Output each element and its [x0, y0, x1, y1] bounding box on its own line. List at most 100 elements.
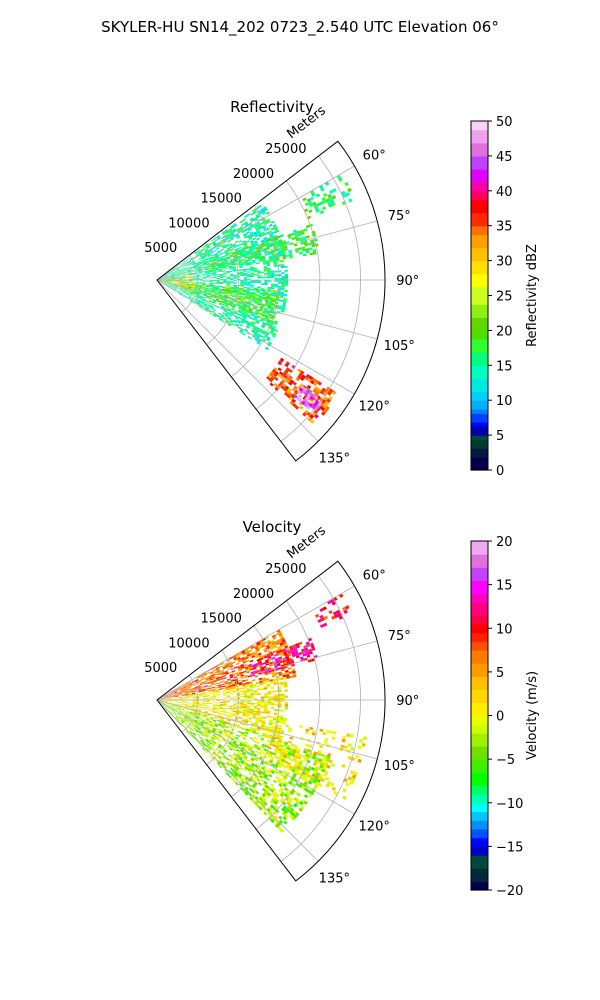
radar-gate: [178, 276, 183, 278]
radar-gate: [188, 682, 193, 685]
radar-gate: [318, 397, 324, 402]
radar-gate: [246, 763, 251, 768]
radar-gate: [265, 777, 270, 782]
radar-gate: [211, 742, 215, 746]
radar-gate: [265, 218, 270, 222]
radar-gate: [267, 816, 273, 821]
radar-gate: [272, 332, 277, 336]
radar-gate: [274, 748, 279, 753]
radar-gate: [325, 198, 330, 203]
radar-gate: [292, 646, 297, 650]
radar-gate: [253, 652, 258, 656]
radar-gate: [281, 639, 286, 643]
radar-gate: [269, 234, 274, 238]
radar-gate: [270, 804, 275, 809]
radar-gate: [236, 255, 241, 258]
radar-gate: [211, 721, 216, 725]
radar-gate: [232, 269, 237, 272]
radar-gate: [205, 738, 210, 742]
radar-gate: [252, 729, 257, 732]
radar-gate: [245, 715, 250, 718]
radar-gate: [324, 737, 329, 742]
radar-gate: [195, 681, 200, 684]
radar-gate: [175, 278, 179, 279]
radar-gate: [301, 246, 306, 250]
radar-gate: [254, 653, 259, 657]
radar-gate: [265, 759, 269, 764]
radar-gate: [208, 269, 212, 271]
radar-gate: [177, 263, 181, 266]
radar-gate: [224, 670, 228, 673]
radar-gate: [263, 780, 268, 785]
radar-gate: [292, 403, 297, 408]
radar-gate: [186, 291, 190, 294]
range-tick-label: 10000: [168, 216, 209, 231]
radar-gate: [253, 698, 258, 700]
radar-gate: [263, 709, 268, 712]
radar-gate: [246, 302, 251, 305]
radar-gate: [263, 786, 268, 791]
radar-gate: [202, 704, 206, 707]
radar-gate: [294, 770, 299, 775]
radar-gate: [202, 273, 206, 275]
radar-gate: [240, 656, 245, 660]
radar-gate: [171, 277, 176, 279]
radar-gate: [264, 784, 269, 789]
radar-gate: [224, 715, 229, 717]
radar-gate: [175, 697, 179, 699]
radar-gate: [246, 727, 250, 730]
radar-gate: [240, 693, 244, 695]
radar-gate: [207, 730, 212, 733]
radar-gate: [208, 741, 212, 745]
radar-gate: [277, 701, 282, 704]
radar-gate: [318, 758, 323, 763]
radar-gate: [196, 262, 200, 265]
range-ring: [181, 254, 199, 313]
radar-gate: [266, 646, 271, 650]
radar-gate: [247, 314, 251, 317]
radar-gate: [247, 281, 251, 283]
radar-gate: [226, 299, 230, 302]
radar-gate: [235, 743, 239, 747]
radar-gate: [201, 678, 206, 681]
radar-gate: [215, 286, 219, 288]
radar-gate: [243, 734, 248, 738]
radar-gate: [239, 253, 244, 256]
radar-gate: [173, 707, 177, 709]
radar-gate: [260, 773, 265, 778]
radar-gate: [311, 192, 316, 197]
radar-gate: [288, 749, 293, 754]
colorbar-segment: [471, 408, 488, 414]
radar-gate: [218, 290, 223, 293]
radar-gate: [243, 655, 248, 659]
colorbar-segment: [471, 203, 488, 209]
radar-gate: [242, 250, 247, 254]
radar-gate: [210, 295, 215, 298]
radar-gate: [257, 271, 261, 274]
radar-gate: [260, 668, 265, 671]
radar-gate: [192, 703, 196, 705]
radar-gate: [244, 310, 248, 314]
radar-gate: [215, 254, 219, 257]
radar-gate: [272, 297, 276, 300]
radar-gate: [249, 683, 253, 686]
radar-gate: [185, 280, 189, 281]
radar-gate: [187, 718, 191, 721]
radar-gate: [219, 719, 224, 722]
radar-gate: [248, 309, 253, 312]
radar-gate: [268, 378, 273, 383]
radar-gate: [185, 683, 189, 686]
radar-gate: [206, 245, 211, 249]
radar-gate: [259, 309, 263, 312]
radar-gate: [284, 277, 289, 280]
radar-gate: [205, 243, 209, 247]
radar-gate: [184, 706, 189, 708]
radar-gate: [203, 254, 208, 257]
radar-gate: [283, 820, 288, 825]
radar-gate: [233, 763, 237, 768]
radar-gate: [288, 671, 293, 675]
radar-gate: [189, 292, 194, 295]
radar-gate: [242, 317, 247, 320]
radar-gate: [283, 787, 289, 792]
radar-gate: [186, 267, 191, 270]
